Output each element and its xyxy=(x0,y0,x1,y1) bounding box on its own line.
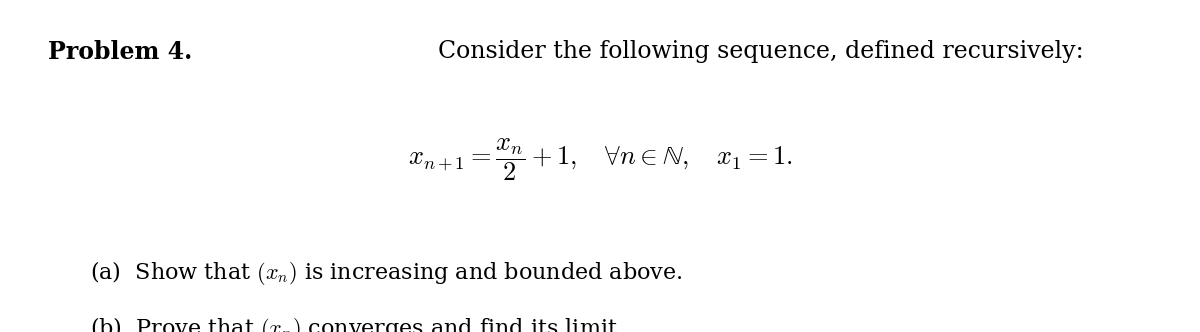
Text: Problem 4.: Problem 4. xyxy=(48,40,192,64)
Text: (b)  Prove that $(x_n)$ converges and find its limit.: (b) Prove that $(x_n)$ converges and fin… xyxy=(90,315,623,332)
Text: Consider the following sequence, defined recursively:: Consider the following sequence, defined… xyxy=(438,40,1084,63)
Text: $x_{n+1} = \dfrac{x_n}{2} + 1, \quad \forall n \in \mathbb{N}, \quad x_1 = 1.$: $x_{n+1} = \dfrac{x_n}{2} + 1, \quad \fo… xyxy=(408,136,792,183)
Text: (a)  Show that $(x_n)$ is increasing and bounded above.: (a) Show that $(x_n)$ is increasing and … xyxy=(90,259,683,287)
